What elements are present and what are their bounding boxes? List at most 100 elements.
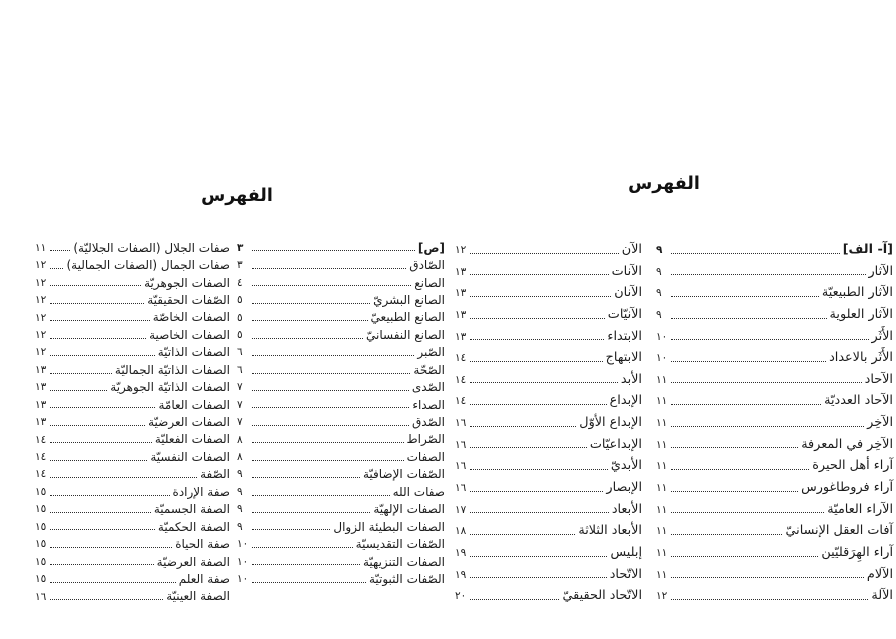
page-number: ١٤ <box>455 373 467 386</box>
page-number: ١١ <box>656 546 668 559</box>
index-entry-title: الصفات الإلهيّة <box>373 502 445 517</box>
dotted-leader <box>50 442 152 444</box>
dotted-leader <box>470 447 587 449</box>
index-entry-title: الصفات البطيئة الزوال <box>333 519 445 534</box>
dotted-leader <box>671 252 840 254</box>
index-entry-title: الآلة <box>871 588 893 604</box>
index-entry-title: الآنات <box>611 263 642 279</box>
index-entry-title: الآنيّات <box>607 306 642 322</box>
index-entry-title: الصّفات التقديسيّة <box>355 537 445 552</box>
dotted-leader <box>671 469 810 471</box>
page-number: ١٩ <box>455 546 467 559</box>
page-title: الفهرس <box>201 186 273 206</box>
index-row: الصفة العرضيّة ١٥ <box>35 552 230 569</box>
dotted-leader <box>50 302 145 304</box>
index-row: الاتّحاد ١٩ <box>455 561 642 583</box>
index-column-left: الآن ١٢ الآنات ١٣ الآنان ١٣ الآنيّات ١٣ … <box>455 236 642 604</box>
index-entry-title: الأَثَر <box>871 328 893 344</box>
page-number: ٧ <box>237 398 243 411</box>
index-entry-title: الابتداء <box>607 328 642 344</box>
index-entry-title: الآنان <box>614 285 642 301</box>
index-row: الصفات النفسيّة ١٤ <box>35 447 230 464</box>
index-entry-title: الأبعاد الثلاثة <box>578 523 642 539</box>
index-entry-title: الإبصار <box>606 479 642 495</box>
page-number: ١٤ <box>35 451 47 464</box>
index-row: الأبد ١٤ <box>455 366 642 388</box>
page-number: ١٠ <box>237 555 249 568</box>
index-row: الصفة الحكميّة ١٥ <box>35 517 230 534</box>
page-number: ١٦ <box>35 590 47 603</box>
page-number: ٧ <box>237 416 243 429</box>
index-row: صفة الحياة ١٥ <box>35 534 230 551</box>
index-row: الآحاد ١١ <box>656 366 893 388</box>
page-number: ١٤ <box>455 352 467 365</box>
page-number: ١٦ <box>455 438 467 451</box>
dotted-leader <box>252 512 371 513</box>
dotted-leader <box>252 529 331 531</box>
index-row: الصانع ٤ <box>237 273 445 290</box>
index-entry-title: الصفات الخاصية <box>149 327 230 342</box>
dotted-leader <box>252 320 368 322</box>
page-number: ١١ <box>656 482 668 495</box>
index-row: آراء الهِرَقليّين ١١ <box>656 539 893 561</box>
dotted-leader <box>470 555 608 557</box>
page-number: ٦ <box>237 346 243 359</box>
dotted-leader <box>671 490 799 492</box>
dotted-leader <box>470 295 612 297</box>
dotted-leader <box>671 425 865 427</box>
dotted-leader <box>50 512 151 513</box>
index-row: الآنات ١٣ <box>455 258 642 280</box>
dotted-leader <box>671 317 827 319</box>
index-entry-title: الأبعاد <box>611 501 642 517</box>
index-entry-title: إبليس <box>610 544 642 560</box>
index-entry-title: الصّحّة <box>413 362 445 377</box>
dotted-leader <box>470 382 618 384</box>
page-number: ٧ <box>237 381 243 394</box>
index-entry-title: الصفات الفعليّة <box>154 432 230 447</box>
index-row: الصفة العينيّة ١٦ <box>35 587 230 604</box>
index-row: [ص] ٣ <box>237 238 445 255</box>
dotted-leader <box>50 494 170 496</box>
index-row: الصفات الخاصّة ١٢ <box>35 308 230 325</box>
index-entry-title: صفات الجلال (الصفات الجلاليّة) <box>73 240 230 255</box>
index-entry-title: الابتهاج <box>605 350 642 366</box>
page-number: ١٤ <box>35 433 47 446</box>
dotted-leader <box>252 494 390 496</box>
dotted-leader <box>252 267 407 269</box>
page-number: ١٣ <box>455 265 467 278</box>
index-row: الأبعاد ١٧ <box>455 496 642 518</box>
index-entry-title: الأَثَر بالاعداد <box>829 350 893 366</box>
index-entry-title: الصّفة <box>200 467 230 482</box>
page-number: ١٦ <box>455 460 467 473</box>
page-number: ١٢ <box>35 328 47 341</box>
dotted-leader <box>671 274 866 276</box>
dotted-leader <box>671 339 869 341</box>
page-number: ١١ <box>656 373 668 386</box>
index-row: الصفات ٨ <box>237 447 445 464</box>
index-row: الأَثَر بالاعداد ١٠ <box>656 344 893 366</box>
index-entry-title: الاتّحاد الحقيقيّ <box>562 588 642 604</box>
page-number: ١٢ <box>35 294 47 307</box>
dotted-leader <box>252 355 415 357</box>
dotted-leader <box>50 320 150 322</box>
page-number: ١٥ <box>35 503 47 516</box>
page-title: الفهرس <box>628 174 700 194</box>
page-number: ٩ <box>237 485 243 498</box>
page-number: ١٣ <box>455 308 467 321</box>
page-number: ٥ <box>237 294 243 307</box>
page-number: ١٢ <box>35 346 47 359</box>
index-row: الصفات الجوهريّة ١٢ <box>35 273 230 290</box>
dotted-leader <box>671 447 799 449</box>
dotted-leader <box>252 250 415 252</box>
index-entry-title: الصّادق <box>409 258 445 273</box>
page-number: ٩ <box>656 265 662 278</box>
page-number: ١٢ <box>35 276 47 289</box>
index-row: الصفات العامّة ١٣ <box>35 395 230 412</box>
dotted-leader <box>671 555 819 557</box>
index-row: الصفات البطيئة الزوال ٩ <box>237 517 445 534</box>
index-row: صفات الجمال (الصفات الجمالية) ١٢ <box>35 255 230 272</box>
index-entry-title: الصفات التنزيهيّة <box>362 554 445 569</box>
index-entry-title: الآثار <box>868 263 894 279</box>
page-number: ١٥ <box>35 520 47 533</box>
index-entry-title: الإبداع <box>609 393 642 409</box>
